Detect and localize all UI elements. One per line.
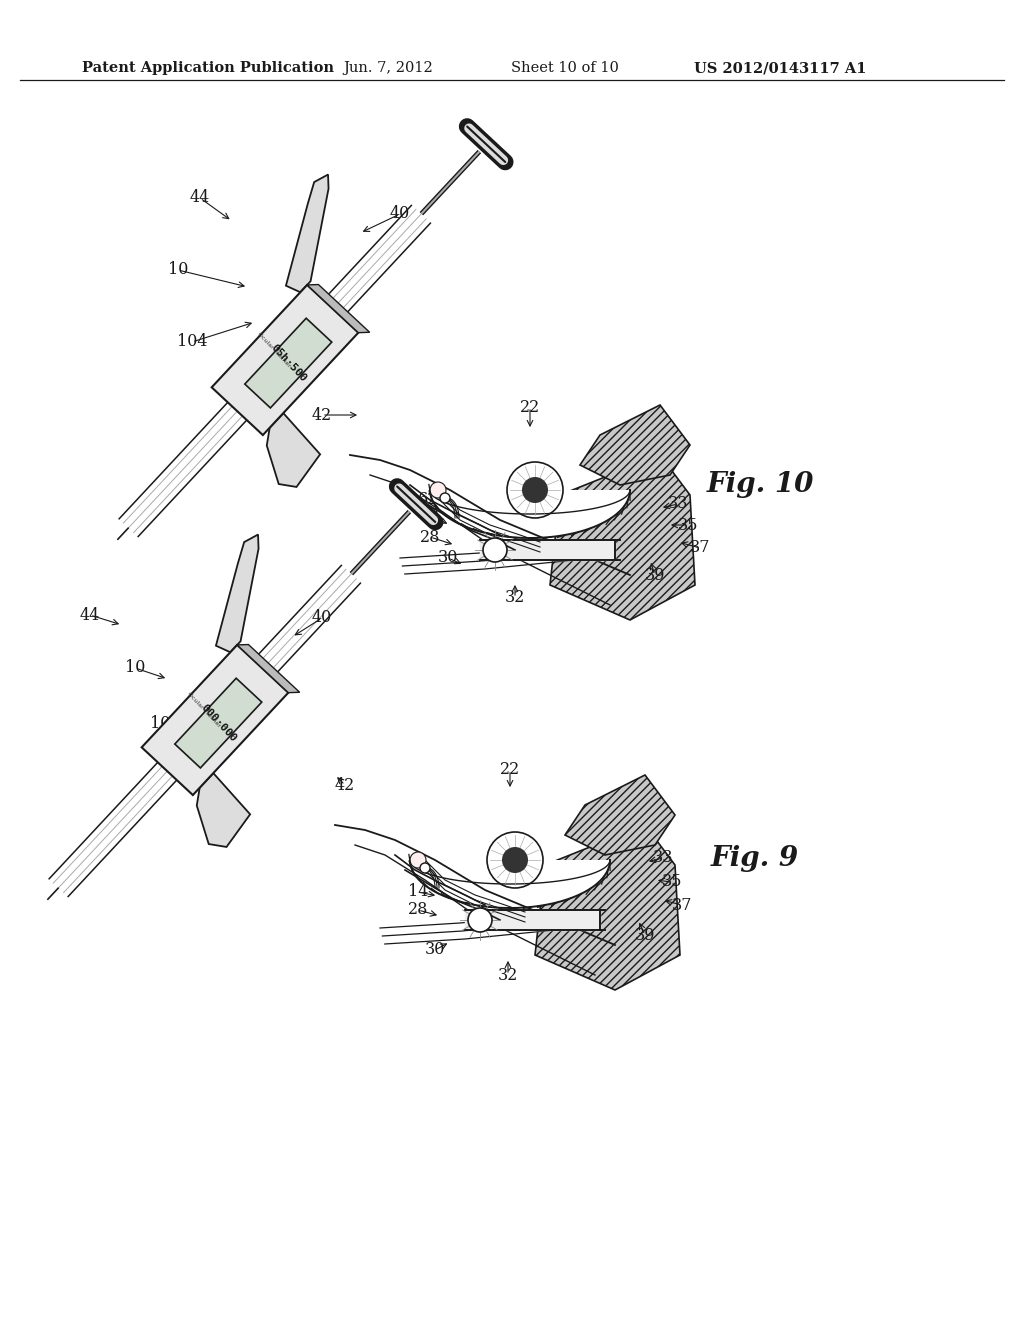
Text: 22: 22 bbox=[500, 762, 520, 779]
Text: 30: 30 bbox=[438, 549, 458, 566]
Polygon shape bbox=[141, 645, 289, 795]
Circle shape bbox=[430, 482, 446, 498]
Text: Ocular Flusher: Ocular Flusher bbox=[186, 692, 221, 729]
Circle shape bbox=[522, 477, 548, 503]
Text: 42: 42 bbox=[335, 776, 355, 793]
Text: Fig. 10: Fig. 10 bbox=[707, 471, 814, 499]
Text: Patent Application Publication: Patent Application Publication bbox=[82, 61, 334, 75]
Text: 44: 44 bbox=[189, 190, 210, 206]
Text: 44: 44 bbox=[80, 606, 100, 623]
Text: 40: 40 bbox=[312, 610, 332, 627]
Text: 30: 30 bbox=[425, 941, 445, 958]
Polygon shape bbox=[535, 825, 680, 990]
Text: 124: 124 bbox=[524, 887, 555, 904]
Text: 10: 10 bbox=[125, 660, 145, 676]
Text: 16: 16 bbox=[526, 495, 547, 512]
Text: 14: 14 bbox=[420, 507, 440, 524]
Text: 28: 28 bbox=[420, 528, 440, 545]
Text: 000·000: 000·000 bbox=[199, 702, 239, 744]
Circle shape bbox=[502, 847, 528, 873]
Polygon shape bbox=[175, 678, 262, 768]
Text: 32: 32 bbox=[505, 590, 525, 606]
Text: Fig. 9: Fig. 9 bbox=[711, 845, 799, 871]
Text: Ocular Flusher: Ocular Flusher bbox=[257, 331, 292, 368]
Text: 32: 32 bbox=[498, 966, 518, 983]
Text: 37: 37 bbox=[672, 896, 692, 913]
Text: 104: 104 bbox=[177, 334, 207, 351]
Circle shape bbox=[468, 908, 492, 932]
Text: 35: 35 bbox=[678, 516, 698, 533]
Text: 40: 40 bbox=[390, 206, 411, 223]
Polygon shape bbox=[212, 285, 358, 436]
Text: 39: 39 bbox=[645, 566, 666, 583]
Circle shape bbox=[440, 492, 450, 503]
Circle shape bbox=[487, 832, 543, 888]
Text: 42: 42 bbox=[312, 407, 332, 424]
Text: 10: 10 bbox=[168, 261, 188, 279]
Polygon shape bbox=[550, 455, 695, 620]
Polygon shape bbox=[286, 174, 329, 292]
Text: Jun. 7, 2012: Jun. 7, 2012 bbox=[343, 61, 433, 75]
Circle shape bbox=[410, 851, 426, 869]
Text: 62: 62 bbox=[410, 862, 430, 879]
Text: 62: 62 bbox=[418, 491, 438, 507]
Text: 35: 35 bbox=[662, 874, 682, 891]
Circle shape bbox=[483, 539, 507, 562]
Text: Sheet 10 of 10: Sheet 10 of 10 bbox=[511, 61, 618, 75]
Circle shape bbox=[420, 863, 430, 873]
Text: 104: 104 bbox=[150, 715, 180, 733]
Text: 05h·500: 05h·500 bbox=[269, 343, 308, 384]
Polygon shape bbox=[238, 644, 300, 693]
Text: 33: 33 bbox=[652, 850, 673, 866]
Polygon shape bbox=[565, 775, 675, 855]
Polygon shape bbox=[216, 535, 258, 652]
Text: 33: 33 bbox=[668, 495, 688, 512]
Text: 39: 39 bbox=[635, 927, 655, 944]
Polygon shape bbox=[245, 318, 332, 408]
Polygon shape bbox=[307, 285, 370, 333]
Polygon shape bbox=[580, 405, 690, 484]
Text: 124: 124 bbox=[521, 516, 551, 532]
Text: 28: 28 bbox=[408, 902, 428, 919]
Polygon shape bbox=[267, 413, 321, 487]
Polygon shape bbox=[197, 774, 250, 847]
Polygon shape bbox=[410, 861, 610, 908]
Text: 37: 37 bbox=[690, 540, 711, 557]
Circle shape bbox=[507, 462, 563, 517]
Text: 16: 16 bbox=[538, 863, 558, 880]
Text: US 2012/0143117 A1: US 2012/0143117 A1 bbox=[693, 61, 866, 75]
Text: 14: 14 bbox=[408, 883, 428, 900]
Polygon shape bbox=[430, 490, 630, 539]
Text: 22: 22 bbox=[520, 399, 540, 416]
